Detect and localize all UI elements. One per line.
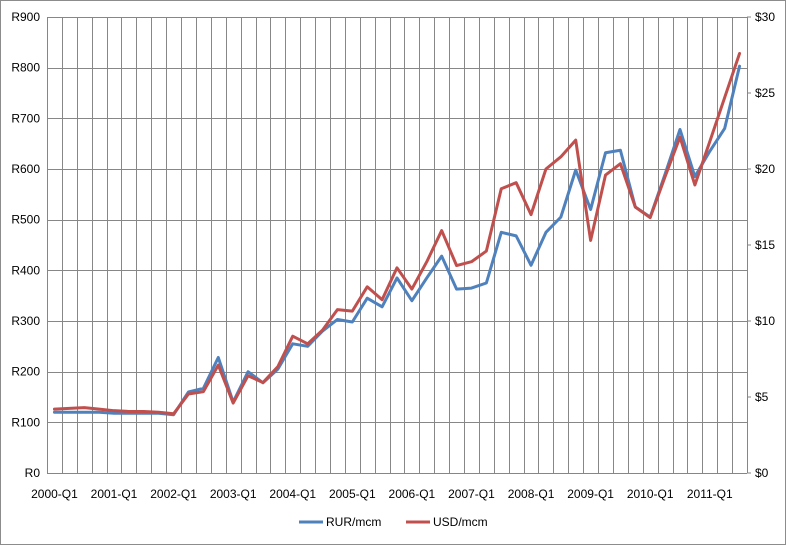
right-y-tick-label: $15 <box>755 238 775 252</box>
left-y-tick-label: R700 <box>11 111 40 125</box>
left-y-tick-label: R400 <box>11 263 40 277</box>
x-tick-label: 2011-Q1 <box>687 487 733 501</box>
left-y-tick-label: R100 <box>11 415 40 429</box>
x-tick-label: 2010-Q1 <box>627 487 674 501</box>
left-y-tick-label: R300 <box>11 314 40 328</box>
axes <box>47 17 748 474</box>
gridlines <box>47 17 748 473</box>
x-tick-label: 2002-Q1 <box>150 487 197 501</box>
x-tick-label: 2003-Q1 <box>210 487 257 501</box>
right-y-tick-label: $25 <box>755 86 775 100</box>
right-y-axis-tick-labels: $0 $5 $10 $15 $20 $25 $30 <box>747 10 775 480</box>
left-y-axis-tick-labels: R0 R100 R200 R300 R400 R500 R600 R700 R800 R900 <box>11 10 40 480</box>
right-y-tick-label: $5 <box>755 390 769 404</box>
left-y-tick-label: R900 <box>11 10 40 24</box>
legend-label-rur: RUR/mcm <box>326 515 381 529</box>
x-tick-label: 2001-Q1 <box>91 487 138 501</box>
right-y-tick-label: $0 <box>755 466 769 480</box>
left-y-tick-label: R200 <box>11 365 40 379</box>
right-y-tick-label: $10 <box>755 314 775 328</box>
left-y-tick-label: R0 <box>25 466 41 480</box>
legend: RUR/mcm USD/mcm <box>299 515 488 529</box>
series-line-usd <box>52 51 742 416</box>
series-lines <box>52 51 742 417</box>
x-tick-label: 2008-Q1 <box>508 487 555 501</box>
right-y-tick-label: $30 <box>755 10 775 24</box>
x-tick-label: 2000-Q1 <box>31 487 78 501</box>
left-y-tick-label: R600 <box>11 162 40 176</box>
x-axis-tick-labels: 2000-Q1 2001-Q1 2002-Q1 2003-Q1 2004-Q1 2005-… <box>31 487 733 501</box>
x-tick-label: 2006-Q1 <box>389 487 436 501</box>
x-tick-label: 2009-Q1 <box>567 487 614 501</box>
left-y-tick-label: R800 <box>11 61 40 75</box>
left-y-tick-label: R500 <box>11 213 40 227</box>
x-tick-label: 2004-Q1 <box>269 487 316 501</box>
x-tick-label: 2005-Q1 <box>329 487 376 501</box>
right-y-tick-label: $20 <box>755 162 775 176</box>
legend-label-usd: USD/mcm <box>433 515 488 529</box>
x-tick-label: 2007-Q1 <box>448 487 495 501</box>
